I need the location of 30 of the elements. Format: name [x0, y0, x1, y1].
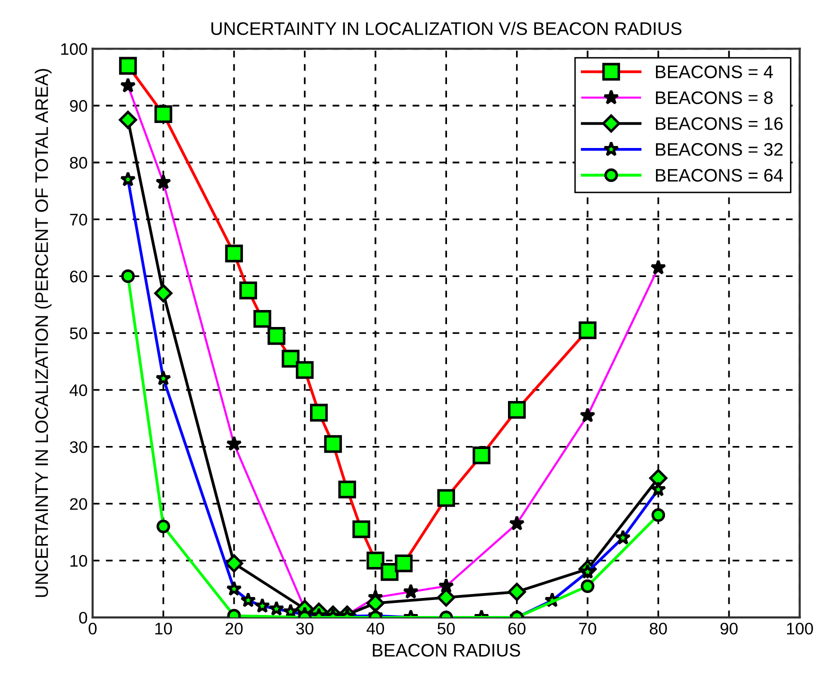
x-tick-label: 0 [88, 622, 97, 635]
legend-label: BEACONS = 4 [656, 65, 773, 78]
legend-label: BEACONS = 32 [656, 143, 783, 156]
chart-title: UNCERTAINTY IN LOCALIZATION V/S BEACON RADIUS [211, 22, 682, 36]
legend-label: BEACONS = 16 [656, 117, 783, 130]
x-tick-label: 30 [296, 622, 314, 635]
legend-label: BEACONS = 8 [656, 91, 773, 104]
x-tick-label: 100 [787, 622, 813, 635]
x-tick-label: 40 [366, 622, 384, 635]
y-tick-label: 90 [70, 100, 88, 112]
x-tick-label: 60 [508, 622, 526, 635]
y-tick-label: 0 [79, 612, 88, 624]
x-axis-title: BEACON RADIUS [372, 644, 520, 657]
x-tick-label: 10 [155, 622, 172, 635]
y-tick-label: 50 [70, 327, 88, 340]
y-tick-label: 10 [70, 554, 88, 567]
x-tick-label: 80 [650, 622, 667, 635]
x-tick-label: 90 [720, 622, 738, 635]
y-tick-label: 80 [70, 156, 88, 169]
x-tick-label: 50 [438, 622, 455, 635]
y-tick-label: 100 [61, 43, 88, 55]
y-tick-label: 30 [70, 441, 88, 454]
y-tick-label: 40 [70, 384, 88, 396]
y-tick-label: 70 [70, 214, 88, 226]
legend-label: BEACONS = 64 [656, 168, 783, 182]
y-tick-label: 20 [70, 498, 88, 510]
x-tick-label: 20 [226, 622, 243, 635]
y-axis-title: UNCERTAINTY IN LOCALIZATION (PERCENT OF TOTAL AREA) [34, 68, 52, 597]
y-tick-label: 60 [70, 270, 88, 282]
x-tick-label: 70 [579, 622, 596, 635]
